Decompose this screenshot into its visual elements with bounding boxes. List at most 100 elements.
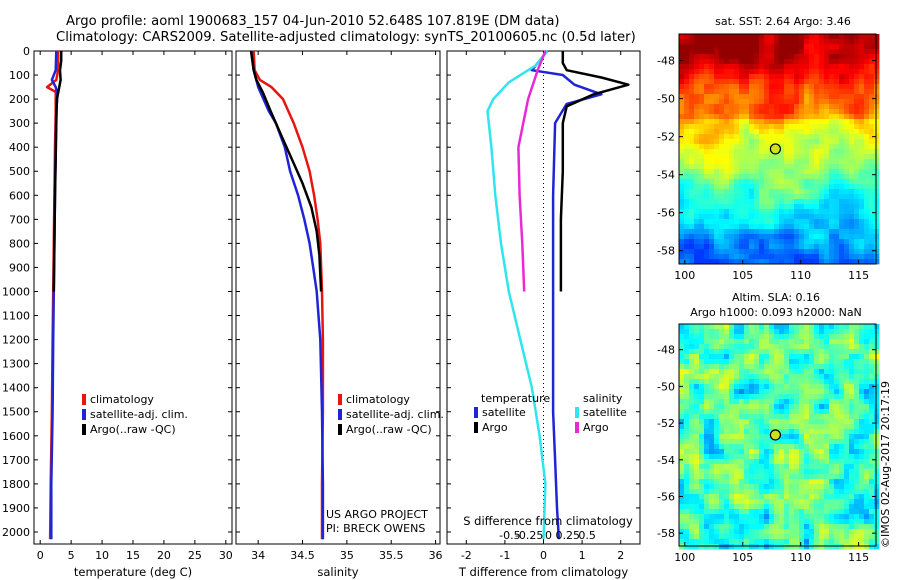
map-cell: [759, 439, 765, 445]
map-cell: [689, 384, 695, 390]
map-cell: [779, 419, 785, 425]
map-cell: [704, 439, 710, 445]
map-cell: [869, 484, 875, 490]
map-cell: [684, 34, 690, 40]
map-cell: [784, 259, 790, 265]
map-cell: [734, 334, 740, 340]
map-cell: [789, 344, 795, 350]
map-cell: [869, 529, 875, 535]
map-cell: [804, 529, 810, 535]
map-cell: [739, 379, 745, 385]
map-cell: [829, 34, 835, 40]
map-cell: [709, 424, 715, 430]
map-cell: [714, 364, 720, 370]
map-cell: [809, 89, 815, 95]
map-cell: [864, 174, 870, 180]
map-cell: [799, 484, 805, 490]
map-cell: [819, 509, 825, 515]
map-cell: [804, 224, 810, 230]
map-cell: [869, 244, 875, 250]
map-cell: [869, 229, 875, 235]
map-cell: [754, 459, 760, 465]
map-cell: [844, 349, 850, 355]
map-cell: [699, 139, 705, 145]
map-cell: [749, 69, 755, 75]
map-cell: [789, 234, 795, 240]
map-cell: [849, 414, 855, 420]
map-cell: [714, 239, 720, 245]
map-cell: [754, 209, 760, 215]
map-cell: [814, 479, 820, 485]
map-cell: [829, 484, 835, 490]
map-cell: [694, 249, 700, 255]
map-cell: [839, 219, 845, 225]
map-cell: [724, 454, 730, 460]
map-cell: [714, 424, 720, 430]
map-cell: [849, 179, 855, 185]
map-cell: [784, 524, 790, 530]
map-cell: [854, 544, 860, 550]
map-cell: [814, 184, 820, 190]
map-cell: [784, 364, 790, 370]
map-cell: [814, 39, 820, 45]
map-cell: [684, 224, 690, 230]
map-cell: [714, 384, 720, 390]
map-cell: [734, 449, 740, 455]
map-cell: [689, 119, 695, 125]
map-cell: [724, 74, 730, 80]
map-cell: [814, 514, 820, 520]
map-cell: [694, 429, 700, 435]
map-cell: [699, 439, 705, 445]
map-cell: [784, 64, 790, 70]
map-cell: [874, 364, 880, 370]
series-line: [249, 50, 323, 292]
map-cell: [749, 349, 755, 355]
map-cell: [839, 134, 845, 140]
x-tick-label: 35: [340, 549, 354, 562]
map-cell: [764, 189, 770, 195]
map-cell: [699, 254, 705, 260]
map-cell: [774, 49, 780, 55]
map-cell: [829, 519, 835, 525]
map-cell: [684, 449, 690, 455]
map-cell: [749, 219, 755, 225]
map-cell: [809, 254, 815, 260]
map-cell: [724, 249, 730, 255]
map-cell: [719, 499, 725, 505]
map-cell: [839, 174, 845, 180]
map-cell: [724, 224, 730, 230]
map-cell: [804, 179, 810, 185]
map-cell: [864, 494, 870, 500]
map-cell: [829, 199, 835, 205]
map-cell: [869, 54, 875, 60]
map-cell: [704, 404, 710, 410]
map-cell: [714, 119, 720, 125]
map-cell: [874, 514, 880, 520]
map-cell: [759, 359, 765, 365]
map-cell: [684, 84, 690, 90]
map-cell: [719, 64, 725, 70]
map-cell: [749, 209, 755, 215]
legend-swatch: [474, 422, 478, 433]
map-cell: [814, 469, 820, 475]
map-cell: [729, 534, 735, 540]
map-cell: [719, 234, 725, 240]
map-cell: [694, 369, 700, 375]
map-cell: [714, 469, 720, 475]
map-cell: [839, 114, 845, 120]
map-cell: [734, 414, 740, 420]
map-cell: [709, 414, 715, 420]
map-cell: [689, 444, 695, 450]
map-cell: [764, 69, 770, 75]
map-cell: [794, 324, 800, 330]
map-cell: [684, 219, 690, 225]
map-cell: [769, 239, 775, 245]
map-cell: [814, 519, 820, 525]
map-cell: [719, 334, 725, 340]
map-cell: [699, 524, 705, 530]
map-cell: [709, 449, 715, 455]
map-cell: [864, 324, 870, 330]
map-cell: [799, 59, 805, 65]
map-cell: [864, 144, 870, 150]
map-cell: [829, 364, 835, 370]
